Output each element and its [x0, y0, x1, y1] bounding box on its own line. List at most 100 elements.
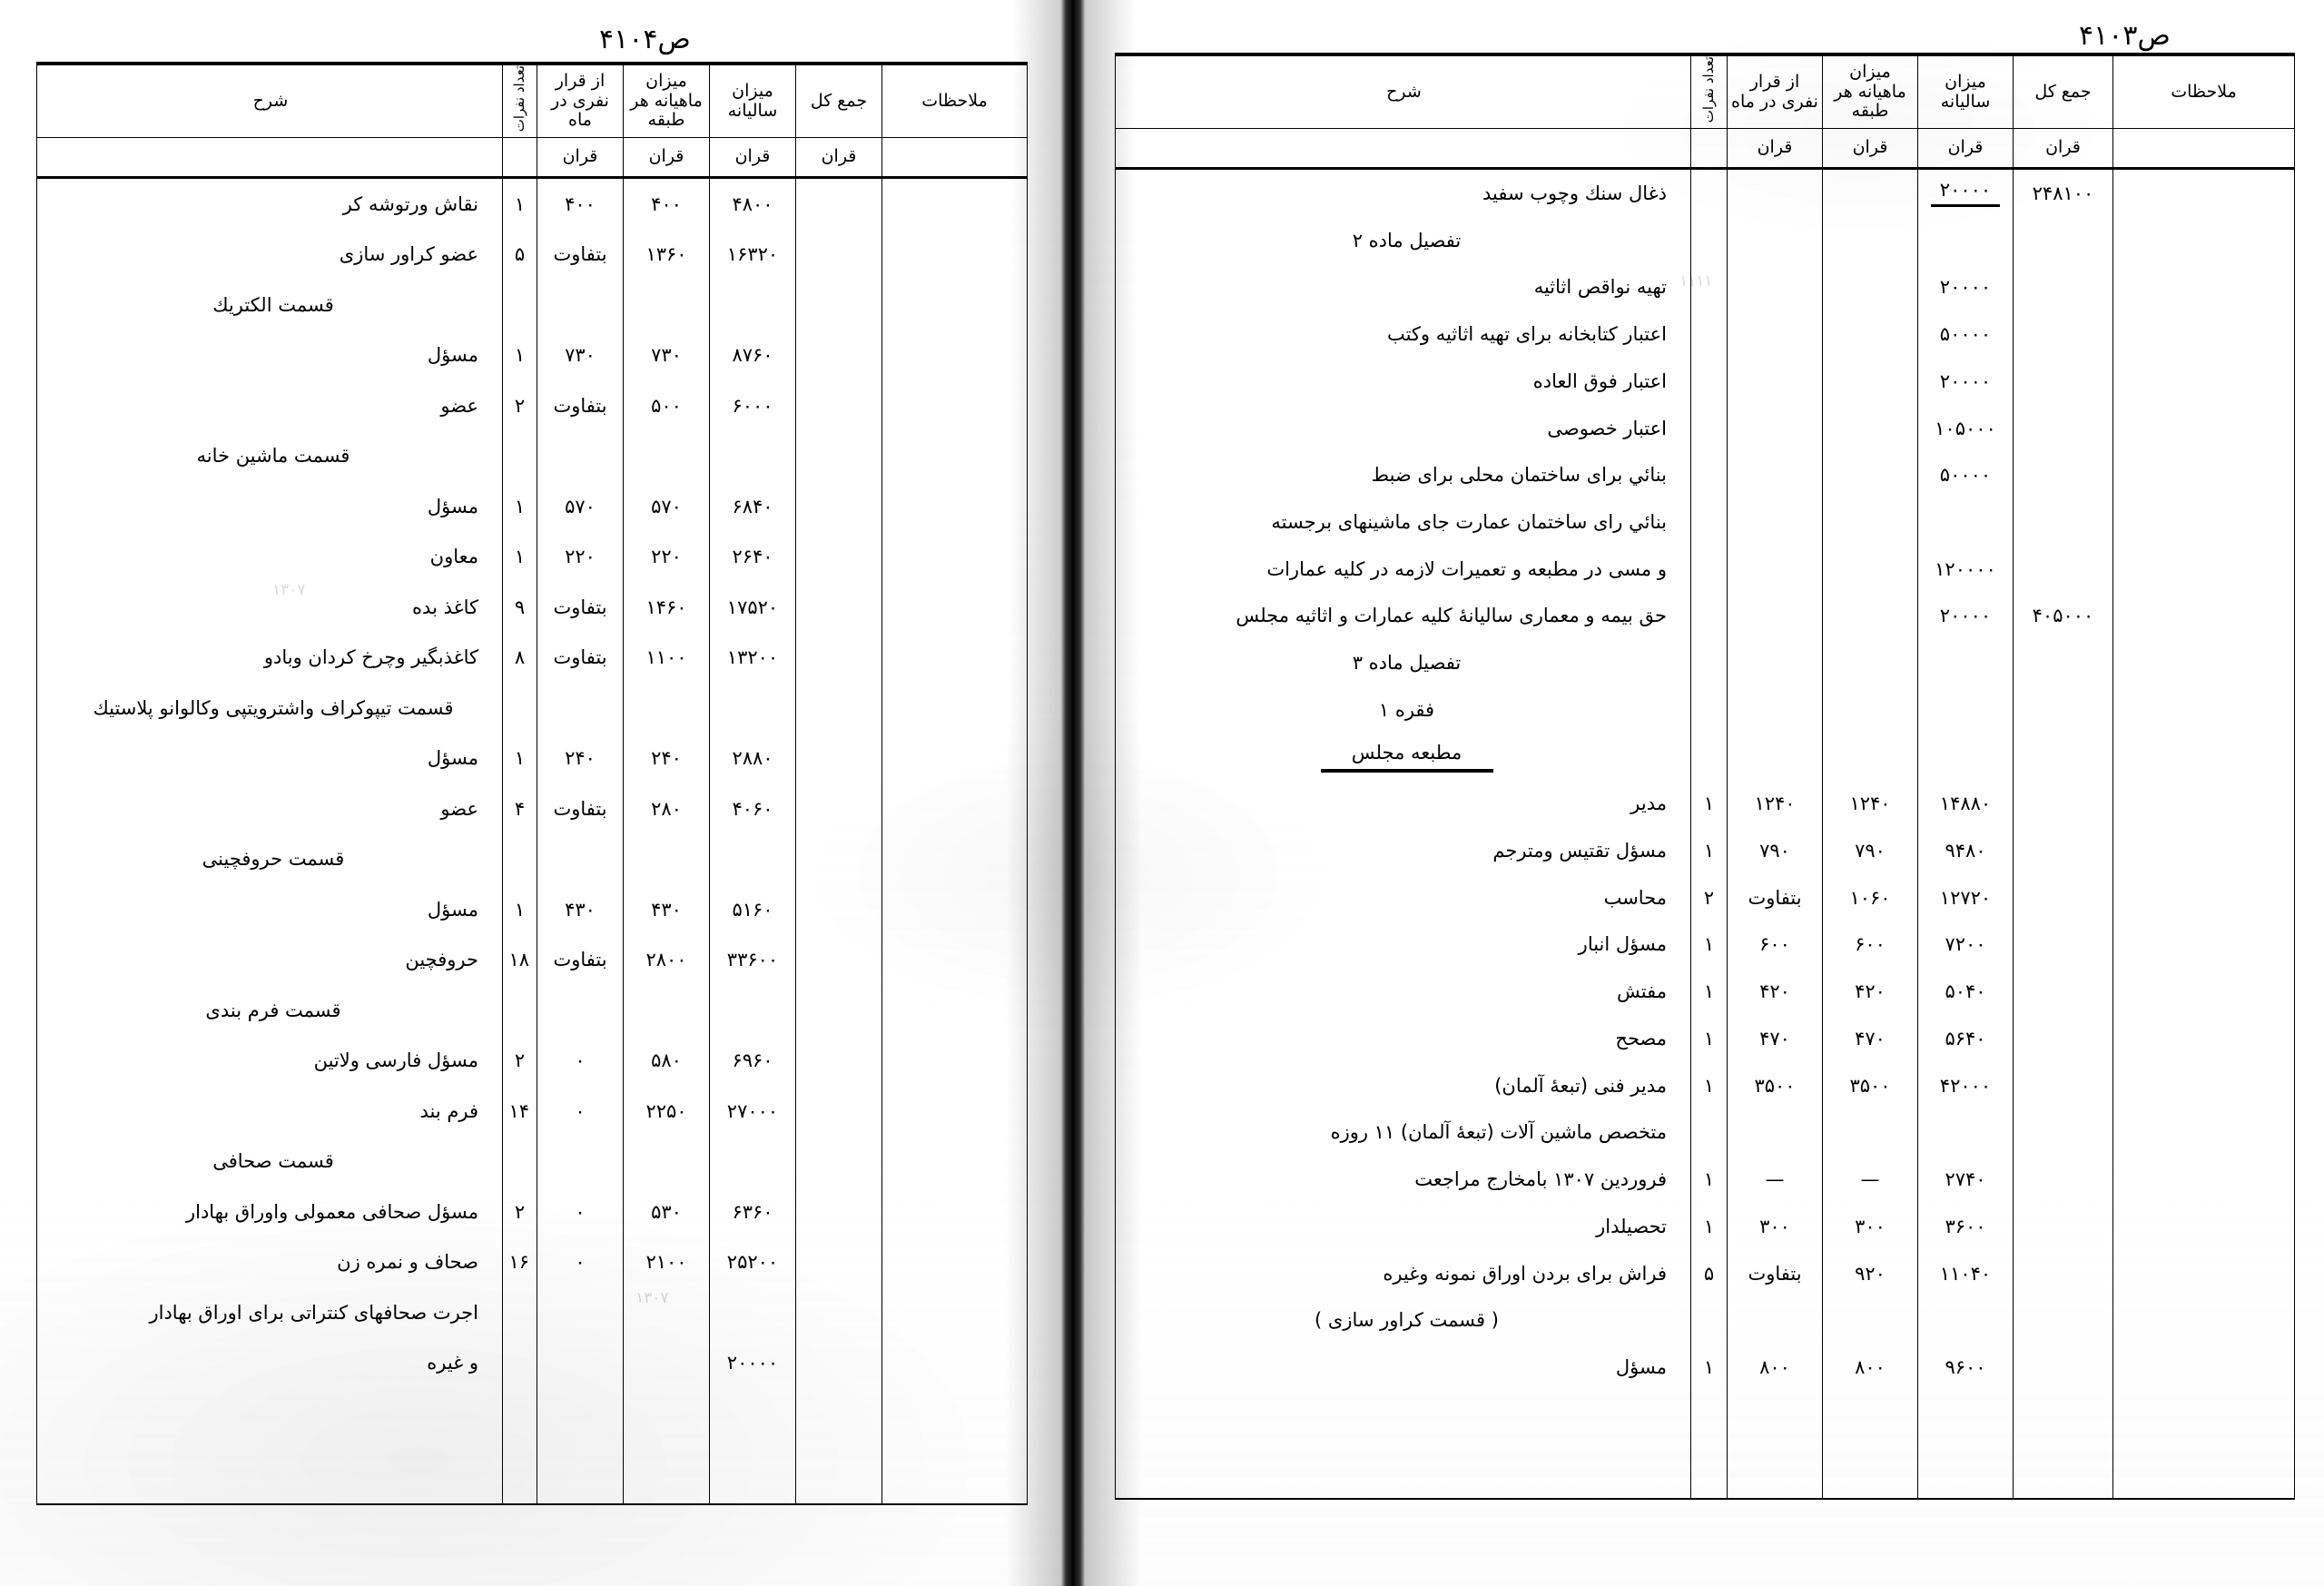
- cell-blank: [881, 1464, 1028, 1506]
- cell-blank: [36, 1426, 503, 1465]
- cell-headcount: [1690, 639, 1728, 687]
- cell-description: مدیر فنی (تبعهٔ آلمان): [1115, 1061, 1691, 1109]
- col-header-notes: ملاحظات: [881, 62, 1028, 139]
- table-row: ۲۰۰۰۰ تهیه نواقص اثاثیه: [1115, 263, 2295, 311]
- cell-annual: ۵۰۴۰: [1917, 968, 2014, 1016]
- cell-annual: ۲۶۴۰: [709, 531, 796, 583]
- cell-description: اعتبار كتابخانه برای تهیه اثاثیه وكتب: [1115, 310, 1691, 358]
- unit-headcount: [502, 137, 537, 180]
- cell-notes: [2112, 873, 2295, 921]
- cell-annual: ۱۱۰۴۰: [1917, 1249, 2014, 1297]
- section-underline: [1320, 768, 1493, 773]
- table-row: ۱۳۲۰۰ ۱۱۰۰ بتفاوت ۸ كاغذبگیر وچرخ كردان وباد…: [36, 632, 1028, 684]
- table-row: ۷۲۰۰ ۶۰۰ ۶۰۰ ۱ مسؤل انبار: [1115, 921, 2295, 969]
- unit-grand-total: قران: [795, 137, 882, 180]
- table-row-filler: [36, 1388, 1028, 1427]
- cell-per-person: [1727, 263, 1823, 311]
- unit-monthly: قران: [623, 137, 710, 180]
- cell-monthly: ۵۷۰: [623, 481, 710, 532]
- cell-grand-total: [795, 582, 882, 633]
- cell-blank: [2013, 1390, 2113, 1427]
- cell-notes: [881, 1337, 1028, 1389]
- cell-headcount: ۱: [1690, 921, 1728, 969]
- cell-annual: ۲۵۲۰۰: [709, 1236, 796, 1288]
- cell-blank: [1690, 1462, 1728, 1500]
- section-heading: فقره ۱: [1115, 686, 1691, 734]
- cell-blank: [1917, 1462, 2014, 1500]
- col-header-annual: میزان سالیانه: [1917, 53, 2014, 130]
- cell-per-person: [1727, 686, 1823, 734]
- table-row: ( قسمت كراور سازی ): [1115, 1296, 2295, 1345]
- cell-blank: [1115, 1390, 1691, 1427]
- cell-blank: [1822, 1426, 1918, 1463]
- cell-notes: [881, 330, 1028, 381]
- cell-monthly: [1822, 1296, 1918, 1345]
- cell-blank: [881, 1388, 1028, 1427]
- cell-annual: ۱۲۰۰۰۰: [1917, 545, 2014, 593]
- cell-monthly: ۵۰۰: [623, 380, 710, 431]
- cell-headcount: [502, 833, 537, 885]
- table-row: ۹۴۸۰ ۷۹۰ ۷۹۰ ۱ مسؤل تقتیس ومترجم: [1115, 827, 2295, 874]
- table-row: تفصیل ماده ۳: [1115, 639, 2295, 687]
- table-row-filler: [1115, 1462, 2295, 1500]
- cell-headcount: [1690, 310, 1728, 358]
- table-row: ۴۸۰۰ ۴۰۰ ۴۰۰ ۱ نقاش ورتوشه كر: [36, 177, 1028, 230]
- cell-headcount: ۱۸: [502, 934, 537, 986]
- cell-headcount: ۹: [502, 582, 537, 633]
- cell-grand-total: [795, 733, 882, 784]
- cell-notes: [2112, 1202, 2295, 1250]
- table-row: ۱۰۵۰۰۰ اعتبار خصوصی: [1115, 404, 2295, 452]
- cell-headcount: [1690, 358, 1728, 405]
- cell-monthly: ۳۰۰: [1822, 1202, 1918, 1250]
- col-header-annual: میزان سالیانه: [709, 62, 796, 139]
- cell-description: نقاش ورتوشه كر: [36, 177, 503, 230]
- cell-monthly: —: [1822, 1156, 1918, 1203]
- cell-blank: [795, 1464, 882, 1506]
- table-row: تفصیل ماده ۲: [1115, 216, 2295, 264]
- cell-grand-total: [2013, 1344, 2113, 1391]
- cell-monthly: ۵۸۰: [623, 1035, 710, 1087]
- cell-headcount: ۱: [502, 733, 537, 784]
- cell-per-person: ۳۵۰۰: [1727, 1061, 1823, 1109]
- cell-headcount: ۱۶: [502, 1236, 537, 1288]
- cell-notes: [2112, 592, 2295, 640]
- cell-headcount: ۱: [1690, 780, 1728, 828]
- cell-blank: [1727, 1462, 1823, 1500]
- cell-grand-total: [795, 330, 882, 381]
- cell-per-person: [537, 985, 624, 1036]
- cell-grand-total: [795, 683, 882, 734]
- cell-blank: [1115, 1462, 1691, 1500]
- table-row: ۴۰۶۰ ۲۸۰ بتفاوت ۴ عضو: [36, 783, 1028, 834]
- cell-monthly: ۱۱۰۰: [623, 632, 710, 684]
- cell-per-person: ۸۰۰: [1727, 1344, 1823, 1391]
- cell-annual: ۸۷۶۰: [709, 330, 796, 381]
- cell-per-person: بتفاوت: [1727, 873, 1823, 921]
- cell-description: مسؤل: [36, 733, 503, 784]
- cell-headcount: ۲: [502, 1187, 537, 1237]
- col-header-headcount: تعداد نفرات: [502, 62, 537, 139]
- cell-description: ذغال سنك وچوب سفید: [1115, 168, 1691, 217]
- cell-headcount: ۱: [502, 177, 537, 230]
- cell-per-person: —: [1727, 1156, 1823, 1203]
- cell-per-person: ۴۷۰: [1727, 1015, 1823, 1062]
- cell-headcount: ۴: [502, 783, 537, 834]
- cell-blank: [709, 1426, 796, 1465]
- cell-monthly: ۱۰۶۰: [1822, 873, 1918, 921]
- cell-blank: [1822, 1390, 1918, 1427]
- unit-per-person: قران: [537, 137, 624, 180]
- cell-annual: [1917, 733, 2014, 781]
- cell-notes: [881, 1236, 1028, 1288]
- cell-blank: [36, 1464, 503, 1506]
- cell-monthly: [623, 1136, 710, 1187]
- cell-per-person: [1727, 545, 1823, 593]
- cell-annual: ۲۰۰۰۰: [1917, 592, 2014, 640]
- folio-number-left: ص۴۱۰۴: [599, 24, 691, 55]
- section-heading: قسمت حروفچینی: [36, 833, 503, 885]
- table-row: ۲۶۴۰ ۲۲۰ ۲۲۰ ۱ معاون: [36, 531, 1028, 583]
- table-row: ۵۶۴۰ ۴۷۰ ۴۷۰ ۱ مصحح: [1115, 1015, 2295, 1062]
- cell-headcount: [1690, 216, 1728, 264]
- cell-notes: [881, 582, 1028, 633]
- table-row: ۳۶۰۰ ۳۰۰ ۳۰۰ ۱ تحصیلدار: [1115, 1202, 2295, 1250]
- cell-annual: ۲۰۰۰۰: [1917, 358, 2014, 405]
